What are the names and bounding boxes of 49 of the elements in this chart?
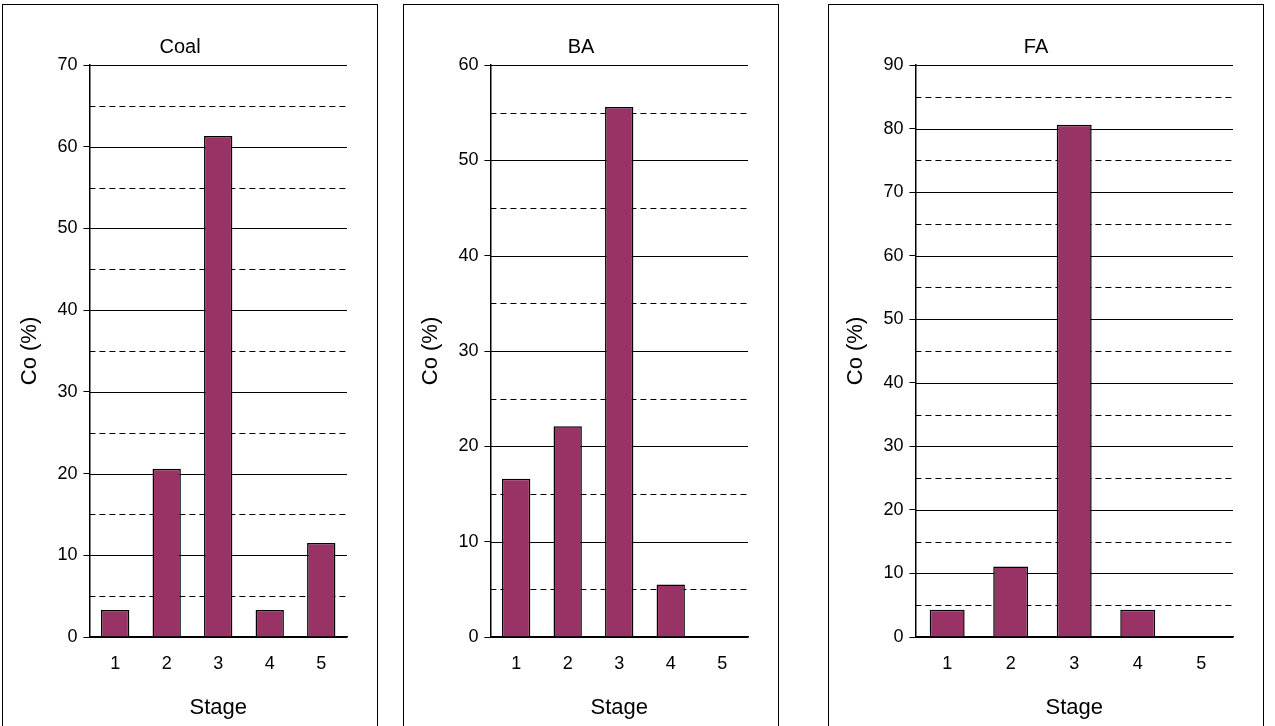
y-tick-label: 60	[57, 135, 78, 156]
y-tick-label: 0	[468, 625, 479, 646]
x-tick-label: 4	[1132, 652, 1143, 673]
y-tick-label: 0	[893, 625, 904, 646]
y-tick-label: 80	[883, 117, 904, 138]
y-axis-title: Co (%)	[842, 316, 868, 386]
y-tick-label: 30	[883, 435, 904, 456]
x-axis-title: Stage	[590, 693, 648, 719]
y-tick-label: 40	[57, 299, 78, 320]
x-axis-title: Stage	[189, 693, 247, 719]
x-tick-label: 3	[213, 652, 224, 673]
y-tick-label: 70	[883, 181, 904, 202]
y-tick-label: 50	[883, 308, 904, 329]
chart-title: Coal	[159, 34, 201, 57]
chart-title: BA	[567, 34, 595, 57]
x-tick-label: 4	[264, 652, 275, 673]
x-tick-label: 5	[717, 652, 728, 673]
y-tick-label: 10	[458, 530, 479, 551]
y-tick-label: 60	[883, 244, 904, 265]
y-tick-label: 10	[57, 544, 78, 565]
y-tick-label: 30	[458, 339, 479, 360]
x-tick-label: 1	[942, 652, 953, 673]
x-tick-label: 4	[665, 652, 676, 673]
x-tick-label: 1	[511, 652, 522, 673]
x-tick-label: 1	[110, 652, 121, 673]
x-tick-label: 5	[316, 652, 327, 673]
y-tick-label: 50	[458, 149, 479, 170]
y-tick-label: 30	[57, 380, 78, 401]
y-tick-label: 60	[458, 53, 479, 74]
y-tick-label: 20	[57, 462, 78, 483]
y-tick-label: 20	[883, 498, 904, 519]
y-tick-label: 40	[883, 371, 904, 392]
x-tick-label: 3	[1069, 652, 1080, 673]
x-tick-label: 2	[1005, 652, 1016, 673]
chart-title: FA	[1023, 34, 1049, 57]
x-tick-label: 2	[161, 652, 172, 673]
y-tick-label: 10	[883, 562, 904, 583]
y-tick-label: 40	[458, 244, 479, 265]
x-tick-label: 3	[614, 652, 625, 673]
y-tick-label: 0	[67, 625, 78, 646]
y-axis-title: Co (%)	[417, 316, 443, 386]
y-tick-label: 50	[57, 217, 78, 238]
x-tick-label: 2	[562, 652, 573, 673]
y-tick-label: 90	[883, 53, 904, 74]
y-axis-title: Co (%)	[16, 316, 42, 386]
y-tick-label: 70	[57, 53, 78, 74]
x-tick-label: 5	[1196, 652, 1207, 673]
y-tick-label: 20	[458, 435, 479, 456]
x-axis-title: Stage	[1045, 693, 1103, 719]
